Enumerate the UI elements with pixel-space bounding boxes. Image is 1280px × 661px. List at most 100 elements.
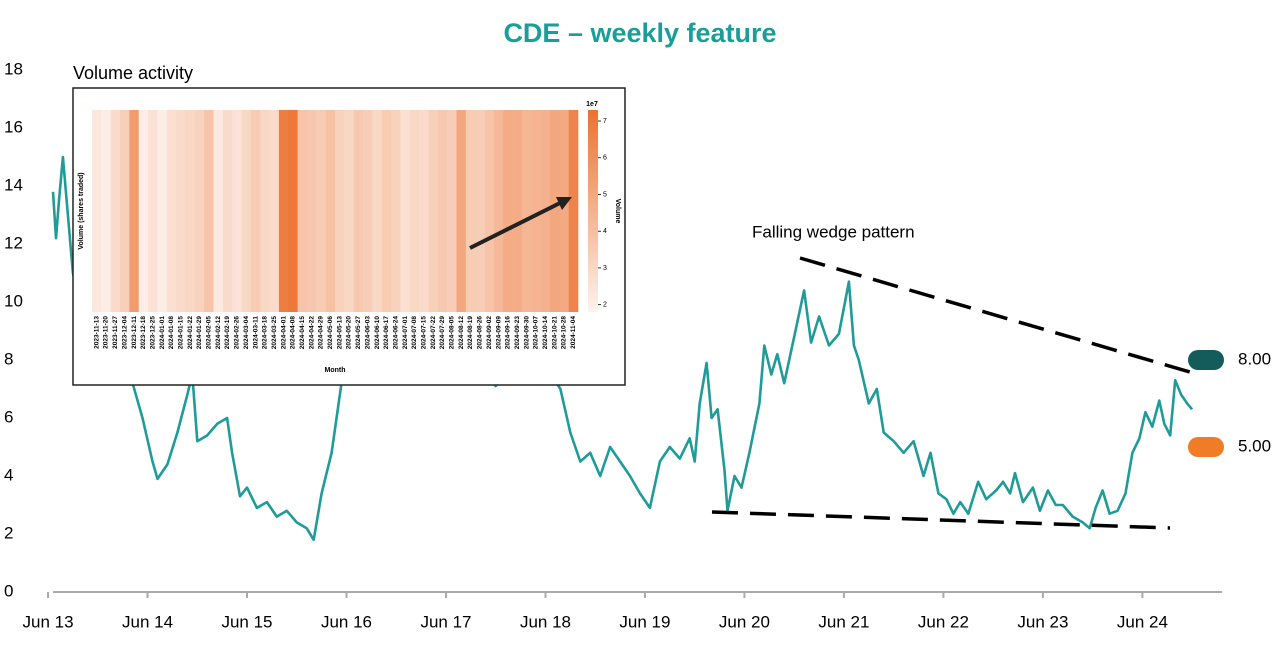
x-tick-label: Jun 14 xyxy=(122,612,173,631)
y-tick-label: 4 xyxy=(4,465,13,484)
heat-cell xyxy=(260,110,270,312)
heat-cell xyxy=(503,110,513,312)
heat-x-label: 2024-04-22 xyxy=(308,316,315,350)
heat-cell xyxy=(129,110,140,312)
heat-x-label: 2023-12-25 xyxy=(149,316,156,350)
x-tick-label: Jun 24 xyxy=(1117,612,1168,631)
colorbar-tick-label: 6 xyxy=(603,155,607,162)
heat-cell xyxy=(204,110,214,312)
colorbar-multiplier: 1e7 xyxy=(586,101,598,108)
inset-y-label: Volume (shares traded) xyxy=(78,172,85,249)
heat-cell xyxy=(269,110,280,312)
heat-x-label: 2024-06-17 xyxy=(383,316,390,350)
heat-cell xyxy=(559,110,569,312)
arrow-head xyxy=(556,197,572,210)
price-marker-label: 8.00 xyxy=(1238,349,1271,368)
x-tick-label: Jun 13 xyxy=(23,612,74,631)
heat-cell xyxy=(250,110,261,312)
heat-x-label: 2024-01-22 xyxy=(187,316,194,350)
heat-x-label: 2024-06-24 xyxy=(392,316,399,350)
heat-x-label: 2024-08-05 xyxy=(449,316,456,350)
inset-title: Volume activity xyxy=(73,63,193,83)
heat-x-label: 2023-12-11 xyxy=(131,316,138,349)
heat-x-label: 2024-07-15 xyxy=(421,316,428,350)
heat-x-label: 2024-10-14 xyxy=(542,316,549,350)
heat-cell xyxy=(456,110,467,312)
heat-cell xyxy=(419,110,429,312)
annotation: Falling wedge pattern xyxy=(752,222,915,241)
heat-cell xyxy=(120,110,130,312)
heat-x-label: 2024-08-12 xyxy=(458,316,465,350)
heat-cell xyxy=(101,110,111,312)
heat-cell xyxy=(297,110,308,312)
heat-cell xyxy=(437,110,448,312)
heat-x-label: 2024-07-22 xyxy=(430,316,437,350)
chart-title: CDE – weekly feature xyxy=(503,18,776,48)
heat-x-label: 2024-03-04 xyxy=(243,316,250,350)
y-tick-label: 18 xyxy=(4,59,23,78)
price-line xyxy=(51,155,1194,542)
heat-cell xyxy=(138,110,149,312)
y-tick-label: 6 xyxy=(4,407,13,426)
colorbar-tick-label: 7 xyxy=(603,118,607,125)
wedge-upper xyxy=(799,256,1201,377)
heat-cell xyxy=(568,110,579,312)
x-tick-label: Jun 16 xyxy=(321,612,372,631)
heat-x-label: 2024-07-08 xyxy=(411,316,418,350)
heat-cell xyxy=(447,110,457,312)
x-tick-label: Jun 15 xyxy=(221,612,272,631)
heat-x-label: 2024-05-06 xyxy=(327,316,334,350)
x-tick-label: Jun 19 xyxy=(619,612,670,631)
colorbar-tick-label: 2 xyxy=(603,301,607,308)
colorbar-tick-label: 4 xyxy=(603,228,607,235)
heat-cell xyxy=(110,110,121,312)
colorbar xyxy=(588,110,598,312)
y-tick-label: 2 xyxy=(4,523,13,542)
price-marker-label: 5.00 xyxy=(1238,436,1271,455)
heat-cell xyxy=(148,110,158,312)
heat-cell xyxy=(465,110,476,312)
heat-x-label: 2024-05-27 xyxy=(355,316,362,350)
heat-cell xyxy=(335,110,345,312)
y-tick-label: 8 xyxy=(4,349,13,368)
heat-x-label: 2024-09-09 xyxy=(495,316,502,350)
heat-cell xyxy=(241,110,252,312)
heat-cell xyxy=(92,110,102,312)
heat-cell xyxy=(400,110,411,312)
main-plot: 0 2 4 6 8 10 12 14 16 18 Jun 13 Jun 14 Jun 15 Jun 16 J… xyxy=(4,59,1271,631)
heat-x-label: 2024-04-29 xyxy=(318,316,325,350)
heat-x-label: 2024-04-08 xyxy=(290,316,297,350)
wedge-lower xyxy=(711,510,1171,530)
heat-x-label: 2024-04-01 xyxy=(280,316,287,350)
heat-x-label: 2024-03-11 xyxy=(252,316,259,349)
heat-x-label: 2024-11-04 xyxy=(570,316,577,349)
heat-cell xyxy=(185,110,196,312)
heat-x-label: 2024-01-15 xyxy=(178,316,185,350)
heat-x-label: 2024-10-07 xyxy=(533,316,540,350)
heat-cell xyxy=(213,110,224,312)
y-tick-label: 0 xyxy=(4,581,13,600)
heat-cell xyxy=(353,110,364,312)
heat-cell xyxy=(428,110,439,312)
heat-x-label: 2024-07-29 xyxy=(439,316,446,350)
heat-cell xyxy=(521,110,532,312)
heat-x-label: 2023-11-27 xyxy=(112,316,119,349)
heat-cell xyxy=(531,110,541,312)
heat-x-label: 2024-08-19 xyxy=(467,316,474,350)
heat-cell xyxy=(222,110,233,312)
heat-x-label: 2024-09-30 xyxy=(523,316,530,350)
x-tick-label: Jun 22 xyxy=(918,612,969,631)
heat-x-label: 2024-10-21 xyxy=(551,316,558,350)
heat-cell xyxy=(325,110,336,312)
heat-cell xyxy=(512,110,523,312)
heat-x-label: 2024-02-26 xyxy=(234,316,241,350)
heat-cell xyxy=(166,110,177,312)
heat-x-label: 2024-01-08 xyxy=(168,316,175,350)
heat-x-label: 2024-06-10 xyxy=(374,316,381,350)
y-tick-label: 12 xyxy=(4,233,23,252)
heat-x-label: 2024-09-16 xyxy=(505,316,512,350)
heat-cell xyxy=(409,110,420,312)
heat-x-label: 2023-12-18 xyxy=(140,316,147,350)
heat-x-label: 2024-03-25 xyxy=(271,316,278,350)
